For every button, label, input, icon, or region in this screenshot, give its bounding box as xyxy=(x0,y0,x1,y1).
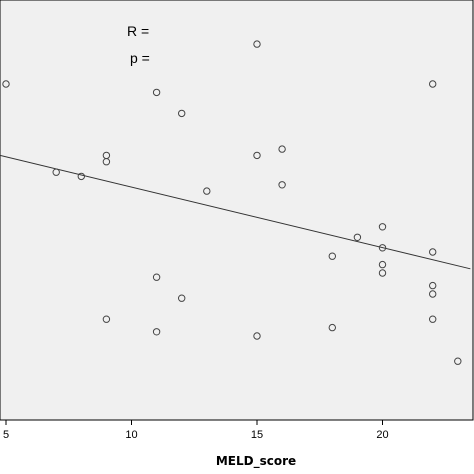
data-point xyxy=(102,158,111,166)
x-tick-label: 10 xyxy=(125,429,137,441)
data-point xyxy=(429,281,437,290)
data-point xyxy=(429,248,437,256)
data-point xyxy=(253,40,261,48)
data-point xyxy=(152,88,161,97)
r-annotation: R = xyxy=(127,23,149,39)
data-point xyxy=(328,252,336,260)
data-point xyxy=(278,145,286,153)
data-point xyxy=(378,223,387,231)
data-point xyxy=(429,80,437,88)
data-point xyxy=(178,109,186,118)
x-tick-label: 20 xyxy=(376,429,388,441)
data-point xyxy=(429,290,437,298)
data-point xyxy=(378,269,387,277)
data-point xyxy=(328,323,336,332)
x-axis-ticks: 5 10 15 20 xyxy=(3,420,389,441)
data-point xyxy=(429,315,437,323)
data-points-layer xyxy=(2,40,462,365)
data-point xyxy=(203,187,211,195)
data-point xyxy=(152,273,161,281)
data-point xyxy=(378,244,387,252)
data-point xyxy=(152,328,161,336)
data-point xyxy=(77,172,86,181)
data-point xyxy=(278,181,286,189)
data-point xyxy=(454,357,462,365)
x-tick-label: 15 xyxy=(251,429,263,441)
x-tick-label: 5 xyxy=(3,429,9,441)
data-point xyxy=(253,332,261,340)
data-point xyxy=(353,233,362,242)
data-point xyxy=(102,315,111,323)
data-point xyxy=(378,260,387,269)
data-point xyxy=(52,168,60,176)
plot-area xyxy=(0,0,474,421)
x-axis-title: MELD_score xyxy=(216,454,296,469)
data-point xyxy=(253,151,261,160)
data-point xyxy=(178,294,186,302)
data-point xyxy=(2,80,10,88)
p-annotation: p = xyxy=(130,50,150,66)
